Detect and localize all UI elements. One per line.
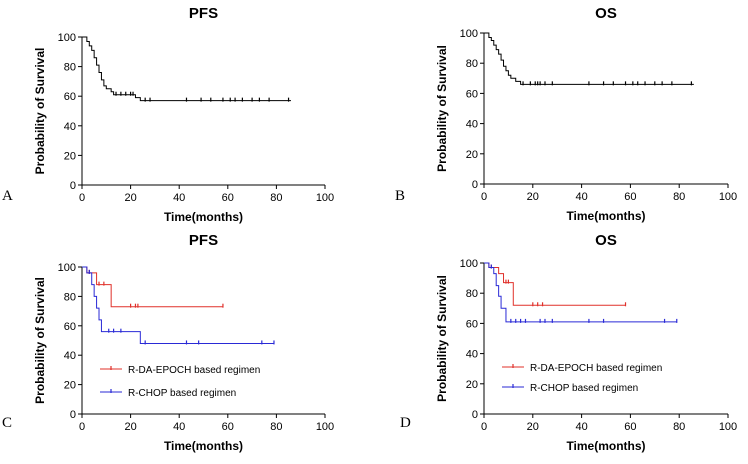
y-tick-label: 0 — [472, 409, 478, 421]
panel-title: OS — [595, 232, 617, 249]
x-tick-label: 20 — [124, 192, 136, 204]
y-tick-label: 20 — [64, 380, 76, 392]
x-tick-label: 0 — [79, 421, 85, 433]
y-tick-label: 100 — [58, 32, 76, 44]
km-panel-a: PFS 0 20 40 60 80 100 0 20 40 60 80 100 Time(months) P… — [2, 5, 334, 224]
y-tick-label: 0 — [70, 409, 76, 421]
survival-curve — [82, 36, 291, 102]
y-tick-label: 20 — [64, 150, 76, 162]
y-tick-label: 80 — [466, 58, 478, 70]
y-tick-label: 0 — [70, 180, 76, 192]
y-tick-label: 20 — [466, 149, 478, 161]
x-axis-title: Time(months) — [566, 439, 645, 453]
x-tick-label: 40 — [173, 421, 185, 433]
y-tick-label: 40 — [64, 350, 76, 362]
legend-label: R-DA-EPOCH based regimen — [128, 365, 260, 376]
series-1 — [82, 36, 291, 102]
y-tick-label: 60 — [466, 88, 478, 100]
x-tick-label: 80 — [270, 421, 282, 433]
legend-label: R-CHOP based regimen — [530, 383, 638, 394]
x-tick-label: 100 — [719, 191, 737, 203]
legend-label: R-CHOP based regimen — [128, 388, 236, 399]
y-tick-label: 80 — [64, 291, 76, 303]
x-tick-label: 20 — [527, 191, 539, 203]
series-1 — [484, 32, 694, 86]
y-axis-title: Probability of Survival — [435, 45, 449, 172]
panel-letter: B — [395, 188, 405, 204]
x-axis-title: Time(months) — [164, 439, 243, 453]
panel-title: PFS — [189, 5, 218, 22]
x-tick-label: 60 — [624, 421, 636, 433]
panel-letter: C — [2, 415, 12, 431]
panel-letter: D — [400, 415, 411, 431]
x-tick-label: 100 — [719, 421, 737, 433]
legend: R-DA-EPOCH based regimen R-CHOP based reg… — [100, 365, 260, 399]
x-tick-label: 40 — [173, 192, 185, 204]
y-tick-label: 80 — [64, 62, 76, 74]
panel-title: PFS — [189, 232, 218, 249]
panel-letter: A — [2, 188, 13, 204]
km-panel-d: OS 0 20 40 60 80 100 0 20 40 60 80 100 Time(months) Pr… — [400, 232, 737, 453]
survival-curve — [484, 32, 694, 85]
y-axis-title: Probability of Survival — [33, 277, 47, 404]
x-tick-label: 40 — [575, 421, 587, 433]
series-2 — [484, 262, 678, 323]
y-tick-label: 40 — [466, 119, 478, 131]
y-tick-label: 40 — [64, 121, 76, 133]
y-tick-label: 60 — [64, 91, 76, 103]
y-tick-label: 100 — [460, 28, 478, 40]
legend-label: R-DA-EPOCH based regimen — [530, 363, 662, 374]
y-tick-label: 60 — [64, 321, 76, 333]
y-tick-label: 40 — [466, 349, 478, 361]
x-tick-label: 100 — [316, 192, 334, 204]
y-tick-label: 100 — [58, 262, 76, 274]
legend: R-DA-EPOCH based regimen R-CHOP based reg… — [502, 363, 662, 394]
x-tick-label: 20 — [124, 421, 136, 433]
x-tick-label: 0 — [79, 192, 85, 204]
survival-curve — [484, 262, 677, 323]
y-tick-label: 100 — [460, 258, 478, 270]
x-tick-label: 60 — [624, 191, 636, 203]
y-axis-title: Probability of Survival — [435, 275, 449, 402]
km-panel-b: OS 0 20 40 60 80 100 0 20 40 60 80 100 Time(months) Pr… — [395, 5, 737, 223]
x-tick-label: 0 — [481, 421, 487, 433]
x-tick-label: 80 — [673, 421, 685, 433]
y-tick-label: 60 — [466, 318, 478, 330]
x-tick-label: 20 — [527, 421, 539, 433]
y-tick-label: 0 — [472, 179, 478, 191]
x-tick-label: 80 — [673, 191, 685, 203]
y-axis-title: Probability of Survival — [33, 48, 47, 175]
x-tick-label: 100 — [316, 421, 334, 433]
x-tick-label: 60 — [222, 421, 234, 433]
x-tick-label: 0 — [481, 191, 487, 203]
x-tick-label: 40 — [575, 191, 587, 203]
x-tick-label: 60 — [222, 192, 234, 204]
x-axis-title: Time(months) — [164, 210, 243, 224]
km-panel-c: PFS 0 20 40 60 80 100 0 20 40 60 80 100 Time(months) P… — [2, 232, 334, 453]
y-tick-label: 80 — [466, 288, 478, 300]
x-axis-title: Time(months) — [566, 209, 645, 223]
panel-title: OS — [595, 5, 617, 22]
y-tick-label: 20 — [466, 379, 478, 391]
series-2 — [82, 266, 275, 345]
x-tick-label: 80 — [270, 192, 282, 204]
